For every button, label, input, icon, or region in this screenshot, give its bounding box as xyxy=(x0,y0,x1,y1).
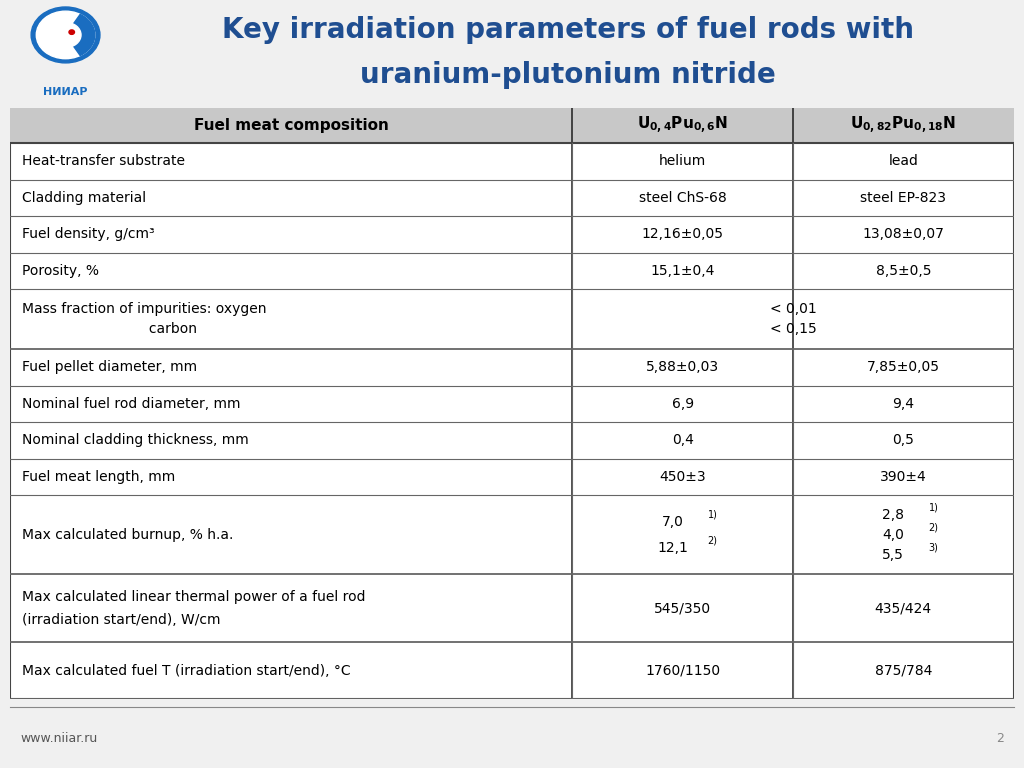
Text: www.niiar.ru: www.niiar.ru xyxy=(20,733,97,746)
Text: 2): 2) xyxy=(708,536,718,546)
Text: 9,4: 9,4 xyxy=(892,397,914,411)
Text: Porosity, %: Porosity, % xyxy=(23,264,99,278)
Text: 7,0: 7,0 xyxy=(662,515,683,528)
Text: Mass fraction of impurities: oxygen: Mass fraction of impurities: oxygen xyxy=(23,302,267,316)
Text: Heat-transfer substrate: Heat-transfer substrate xyxy=(23,154,185,168)
Circle shape xyxy=(50,22,81,48)
Text: (irradiation start/end), W/cm: (irradiation start/end), W/cm xyxy=(23,613,221,627)
Text: 435/424: 435/424 xyxy=(874,601,932,615)
Text: carbon: carbon xyxy=(23,322,198,336)
Text: 0,4: 0,4 xyxy=(672,433,693,448)
Text: 2: 2 xyxy=(995,733,1004,746)
Text: 12,1: 12,1 xyxy=(657,541,688,555)
Text: НИИАР: НИИАР xyxy=(43,87,88,97)
Text: Max calculated burnup, % h.a.: Max calculated burnup, % h.a. xyxy=(23,528,233,541)
Text: Nominal cladding thickness, mm: Nominal cladding thickness, mm xyxy=(23,433,249,448)
Text: Max calculated fuel T (irradiation start/end), °C: Max calculated fuel T (irradiation start… xyxy=(23,664,351,677)
Text: 1): 1) xyxy=(929,503,938,513)
Text: 5,5: 5,5 xyxy=(883,548,904,561)
Text: 8,5±0,5: 8,5±0,5 xyxy=(876,264,931,278)
Text: 450±3: 450±3 xyxy=(659,470,706,484)
Text: 7,85±0,05: 7,85±0,05 xyxy=(867,360,940,374)
Text: < 0,01: < 0,01 xyxy=(770,302,816,316)
Text: steel EP-823: steel EP-823 xyxy=(860,190,946,205)
Text: lead: lead xyxy=(889,154,919,168)
Text: $\mathbf{U_{0,82}Pu_{0,18}N}$: $\mathbf{U_{0,82}Pu_{0,18}N}$ xyxy=(851,114,956,136)
Text: 390±4: 390±4 xyxy=(880,470,927,484)
Text: Cladding material: Cladding material xyxy=(23,190,146,205)
Text: uranium-plutonium nitride: uranium-plutonium nitride xyxy=(360,61,776,89)
Text: 13,08±0,07: 13,08±0,07 xyxy=(862,227,944,241)
Text: 2,8: 2,8 xyxy=(883,508,904,522)
Circle shape xyxy=(31,7,100,63)
Text: 5,88±0,03: 5,88±0,03 xyxy=(646,360,719,374)
Text: Max calculated linear thermal power of a fuel rod: Max calculated linear thermal power of a… xyxy=(23,590,366,604)
Text: Key irradiation parameters of fuel rods with: Key irradiation parameters of fuel rods … xyxy=(222,16,914,44)
Text: 545/350: 545/350 xyxy=(654,601,711,615)
Text: 2): 2) xyxy=(929,523,938,533)
Text: steel ChS-68: steel ChS-68 xyxy=(639,190,726,205)
Text: Nominal fuel rod diameter, mm: Nominal fuel rod diameter, mm xyxy=(23,397,241,411)
Circle shape xyxy=(69,30,75,35)
Text: 0,5: 0,5 xyxy=(893,433,914,448)
Text: 1): 1) xyxy=(708,509,718,519)
Text: 6,9: 6,9 xyxy=(672,397,693,411)
Text: helium: helium xyxy=(659,154,707,168)
Text: Fuel meat length, mm: Fuel meat length, mm xyxy=(23,470,175,484)
Text: 3): 3) xyxy=(929,542,938,552)
Text: Fuel density, g/cm³: Fuel density, g/cm³ xyxy=(23,227,155,241)
Text: 4,0: 4,0 xyxy=(883,528,904,541)
Text: 1760/1150: 1760/1150 xyxy=(645,664,720,677)
Text: 12,16±0,05: 12,16±0,05 xyxy=(642,227,724,241)
Bar xyxy=(10,108,1014,143)
Text: Fuel meat composition: Fuel meat composition xyxy=(194,118,389,133)
Text: < 0,15: < 0,15 xyxy=(770,322,816,336)
Wedge shape xyxy=(66,15,95,55)
Circle shape xyxy=(36,12,95,58)
Text: Fuel pellet diameter, mm: Fuel pellet diameter, mm xyxy=(23,360,198,374)
Text: $\mathbf{U_{0,4}Pu_{0,6}N}$: $\mathbf{U_{0,4}Pu_{0,6}N}$ xyxy=(637,114,728,136)
Text: 875/784: 875/784 xyxy=(874,664,932,677)
Text: 15,1±0,4: 15,1±0,4 xyxy=(650,264,715,278)
